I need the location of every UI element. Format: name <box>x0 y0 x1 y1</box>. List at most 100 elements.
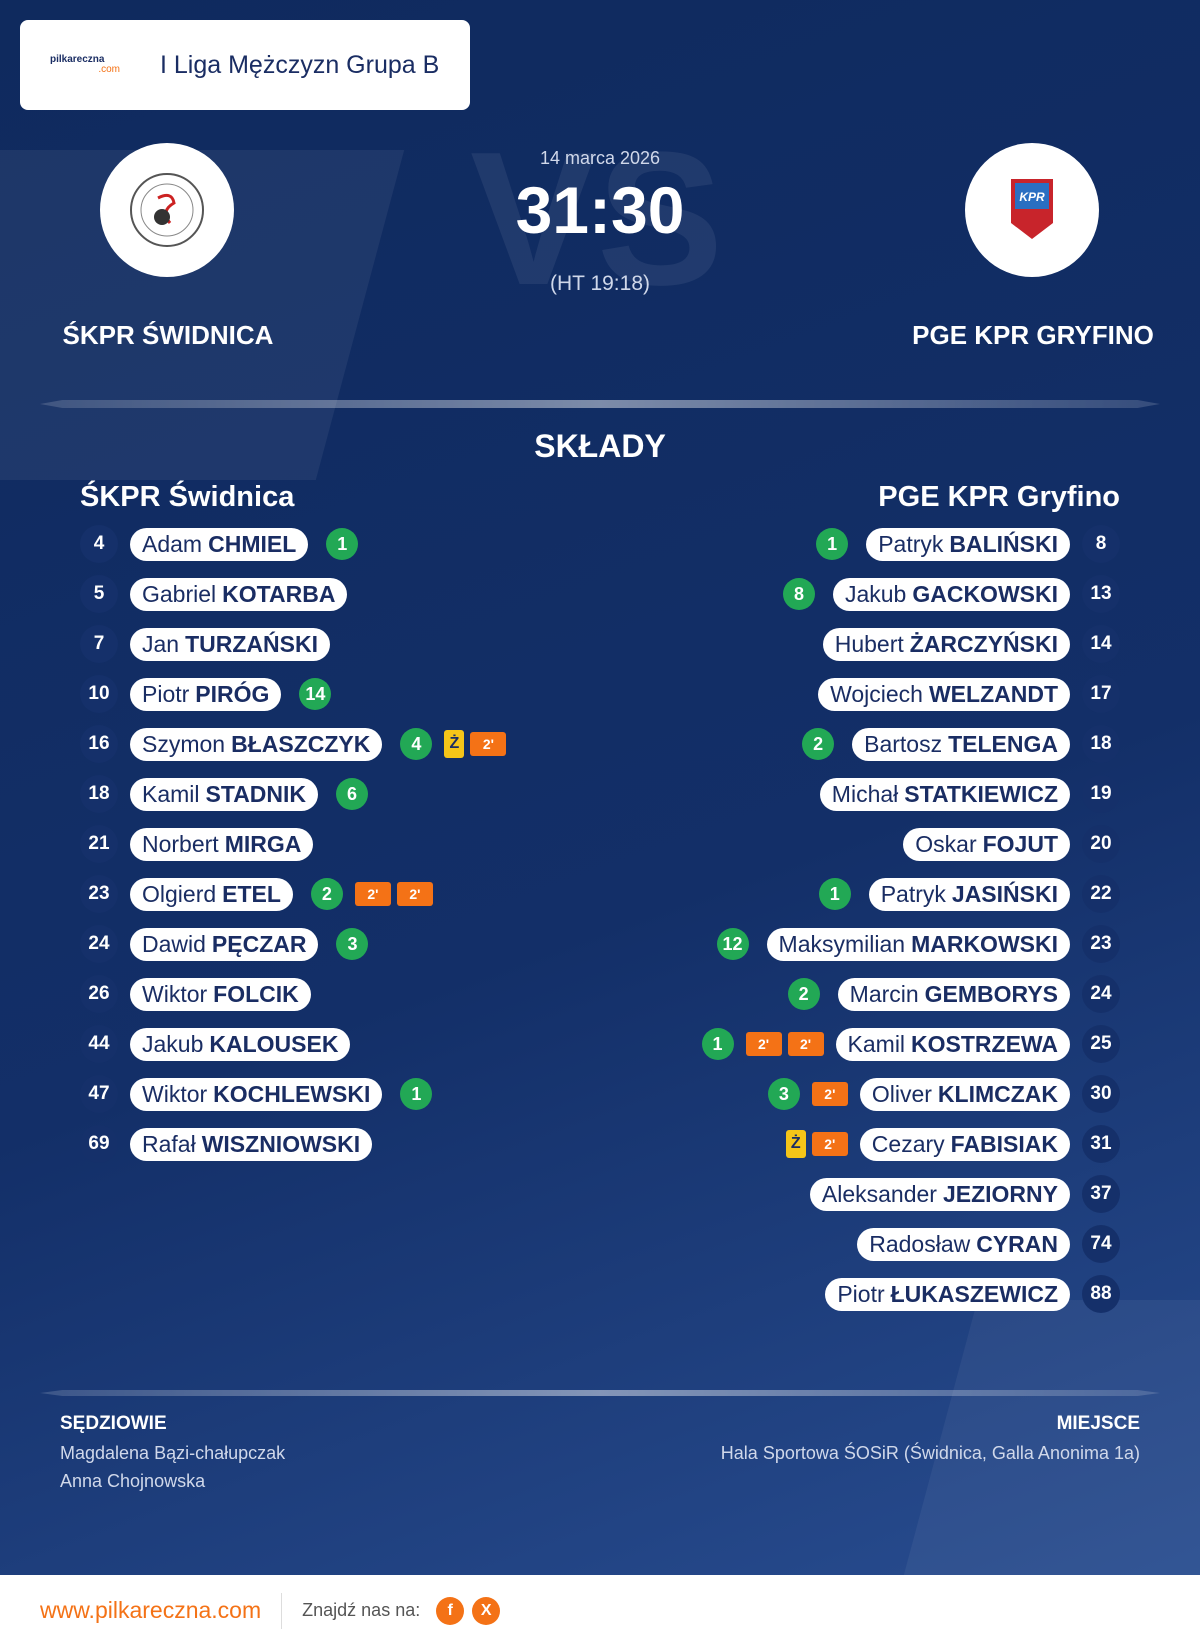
player-row: Ż 2' Cezary FABISIAK 31 <box>785 1124 1120 1164</box>
shirt-number: 18 <box>80 775 118 813</box>
player-row: 4 Adam CHMIEL 1 <box>80 524 364 564</box>
player-name[interactable]: Kamil KOSTRZEWA <box>835 1027 1070 1061</box>
player-row: 44 Jakub KALOUSEK <box>80 1024 362 1064</box>
first-name: Jakub <box>844 580 907 607</box>
player-name[interactable]: Marcin GEMBORYS <box>837 977 1070 1011</box>
player-name[interactable]: Oskar FOJUT <box>903 827 1070 861</box>
yellow-card: Ż <box>444 730 465 758</box>
player-events: 2 <box>796 728 840 760</box>
player-row: Wojciech WELZANDT 17 <box>806 674 1120 714</box>
first-name: Wojciech <box>830 680 923 707</box>
player-name[interactable]: Jan TURZAŃSKI <box>130 627 330 661</box>
suspension: 2' <box>396 882 433 906</box>
site-logo: pilkareczna .com <box>50 55 140 75</box>
suspension: 2' <box>354 882 391 906</box>
player-name[interactable]: Wiktor KOCHLEWSKI <box>130 1077 383 1111</box>
suspension: 2' <box>811 1132 848 1156</box>
home-logo-art <box>130 173 204 247</box>
first-name: Radosław <box>869 1230 971 1257</box>
player-name[interactable]: Bartosz TELENGA <box>852 727 1070 761</box>
last-name: JASIŃSKI <box>951 880 1058 907</box>
player-name[interactable]: Maksymilian MARKOWSKI <box>766 927 1070 961</box>
first-name: Jakub <box>142 1030 204 1057</box>
shirt-number: 25 <box>1082 1025 1120 1063</box>
first-name: Jan <box>142 630 180 657</box>
last-name: ETEL <box>222 880 281 907</box>
goals-badge: 1 <box>816 528 849 560</box>
player-name[interactable]: Hubert ŻARCZYŃSKI <box>822 627 1070 661</box>
website-link[interactable]: www.pilkareczna.com <box>40 1597 262 1623</box>
last-name: BŁASZCZYK <box>231 730 371 757</box>
first-name: Cezary <box>871 1130 945 1157</box>
player-row: 8 Jakub GACKOWSKI 13 <box>777 574 1120 614</box>
player-row: Aleksander JEZIORNY 37 <box>798 1174 1120 1214</box>
player-name[interactable]: Norbert MIRGA <box>130 827 314 861</box>
player-name[interactable]: Wojciech WELZANDT <box>818 677 1070 711</box>
goals-badge: 12 <box>716 928 749 960</box>
first-name: Norbert <box>142 830 219 857</box>
player-name[interactable]: Oliver KLIMCZAK <box>859 1077 1070 1111</box>
last-name: GACKOWSKI <box>912 580 1058 607</box>
venue: Hala Sportowa ŚOSiR (Świdnica, Galla Ano… <box>720 1443 1140 1463</box>
svg-text:KPR: KPR <box>1019 190 1045 204</box>
player-name[interactable]: Aleksander JEZIORNY <box>809 1177 1070 1211</box>
player-name[interactable]: Radosław CYRAN <box>857 1227 1070 1261</box>
last-name: KLIMCZAK <box>937 1080 1058 1107</box>
player-row: 7 Jan TURZAŃSKI <box>80 624 342 664</box>
last-name: KOSTRZEWA <box>911 1030 1058 1057</box>
player-name[interactable]: Piotr PIRÓG <box>130 677 282 711</box>
player-name[interactable]: Piotr ŁUKASZEWICZ <box>825 1277 1070 1311</box>
player-events: 1 <box>394 1078 438 1110</box>
player-name[interactable]: Rafał WISZNIOWSKI <box>130 1127 373 1161</box>
player-name[interactable]: Gabriel KOTARBA <box>130 577 348 611</box>
last-name: BALIŃSKI <box>949 530 1058 557</box>
bg-shape <box>902 1300 1200 1580</box>
goals-badge: 3 <box>336 928 369 960</box>
player-row: 18 Kamil STADNIK 6 <box>80 774 374 814</box>
goals-badge: 4 <box>400 728 433 760</box>
player-name[interactable]: Adam CHMIEL <box>130 527 309 561</box>
player-name[interactable]: Patryk BALIŃSKI <box>866 527 1070 561</box>
lineups-title: SKŁADY <box>534 428 666 464</box>
player-events: 1 <box>320 528 364 560</box>
player-name[interactable]: Jakub KALOUSEK <box>130 1027 351 1061</box>
x-icon[interactable]: X <box>472 1596 501 1625</box>
home-lineup-title: ŚKPR Świdnica <box>80 481 295 513</box>
player-name[interactable]: Dawid PĘCZAR <box>130 927 319 961</box>
player-name[interactable]: Kamil STADNIK <box>130 777 319 811</box>
logo-sub: .com <box>98 64 120 75</box>
player-row: 23 Olgierd ETEL 2 2' 2' <box>80 874 433 914</box>
shirt-number: 13 <box>1082 575 1120 613</box>
last-name: GEMBORYS <box>924 980 1058 1007</box>
shirt-number: 26 <box>80 975 118 1013</box>
goals-badge: 3 <box>767 1078 800 1110</box>
player-name[interactable]: Cezary FABISIAK <box>859 1127 1070 1161</box>
first-name: Kamil <box>847 1030 906 1057</box>
player-events: 3 2' <box>762 1078 848 1110</box>
venue-title: MIEJSCE <box>1056 1413 1140 1434</box>
halftime: (HT 19:18) <box>550 272 650 295</box>
player-row: 1 2' 2' Kamil KOSTRZEWA 25 <box>696 1024 1120 1064</box>
referee: Magdalena Bązi-chałupczak <box>60 1443 286 1463</box>
shirt-number: 88 <box>1082 1275 1120 1313</box>
player-name[interactable]: Szymon BŁASZCZYK <box>130 727 383 761</box>
player-name[interactable]: Wiktor FOLCIK <box>130 977 311 1011</box>
player-row: Oskar FOJUT 20 <box>891 824 1120 864</box>
player-row: 21 Norbert MIRGA <box>80 824 325 864</box>
player-name[interactable]: Olgierd ETEL <box>130 877 293 911</box>
last-name: STADNIK <box>205 780 307 807</box>
away-team: PGE KPR GRYFINO <box>912 320 1154 350</box>
facebook-icon[interactable]: f <box>436 1596 465 1625</box>
first-name: Wiktor <box>142 980 208 1007</box>
player-name[interactable]: Jakub GACKOWSKI <box>832 577 1070 611</box>
shirt-number: 5 <box>80 575 118 613</box>
yellow-card: Ż <box>785 1130 806 1158</box>
player-name[interactable]: Patryk JASIŃSKI <box>868 877 1070 911</box>
shirt-number: 22 <box>1082 875 1120 913</box>
logo-main: pilkareczna <box>50 54 105 65</box>
first-name: Oliver <box>871 1080 932 1107</box>
goals-badge: 1 <box>326 528 359 560</box>
player-name[interactable]: Michał STATKIEWICZ <box>819 777 1070 811</box>
player-row: 24 Dawid PĘCZAR 3 <box>80 924 374 964</box>
shirt-number: 24 <box>80 925 118 963</box>
